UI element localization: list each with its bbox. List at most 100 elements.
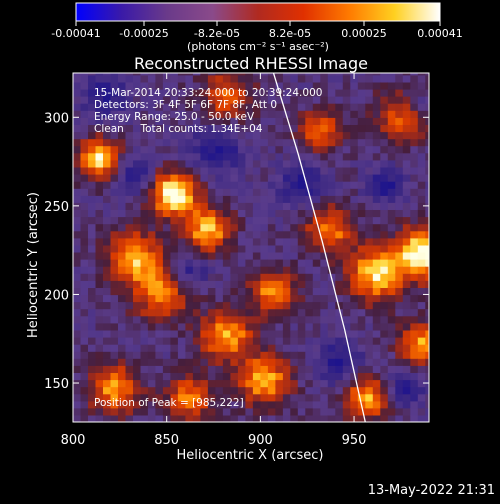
heatmap-cell xyxy=(395,145,404,154)
heatmap-cell xyxy=(110,230,119,239)
heatmap-cell xyxy=(410,131,419,140)
heatmap-cell xyxy=(73,351,82,359)
heatmap-cell xyxy=(125,145,134,154)
heatmap-cell xyxy=(88,88,97,97)
heatmap-cell xyxy=(147,414,156,422)
heatmap-cell xyxy=(73,287,82,296)
heatmap-cell xyxy=(73,393,82,402)
heatmap-cell xyxy=(147,365,156,373)
heatmap-cell xyxy=(357,237,366,246)
heatmap-cell xyxy=(357,230,366,239)
heatmap-cell xyxy=(192,159,201,168)
heatmap-cell xyxy=(252,344,261,352)
heatmap-cell xyxy=(290,202,299,210)
heatmap-cell xyxy=(290,166,299,175)
heatmap-cell xyxy=(80,273,89,281)
heatmap-cell xyxy=(417,174,426,182)
heatmap-cell xyxy=(147,393,156,402)
heatmap-cell xyxy=(275,344,284,352)
heatmap-cell xyxy=(230,110,239,118)
heatmap-cell xyxy=(372,329,381,338)
heatmap-cell xyxy=(417,308,426,317)
heatmap-cell xyxy=(410,400,419,409)
heatmap-cell xyxy=(312,344,321,352)
heatmap-cell xyxy=(200,145,209,154)
heatmap-cell xyxy=(342,181,351,189)
heatmap-cell xyxy=(237,273,246,281)
heatmap-cell xyxy=(252,322,261,331)
heatmap-cell xyxy=(402,386,411,395)
heatmap-cell xyxy=(335,209,344,218)
heatmap-cell xyxy=(170,273,179,281)
heatmap-cell xyxy=(110,131,119,140)
heatmap-cell xyxy=(267,209,276,218)
heatmap-cell xyxy=(320,372,329,381)
heatmap-cell xyxy=(185,365,194,373)
heatmap-cell xyxy=(290,124,299,133)
heatmap-cell xyxy=(327,344,336,352)
heatmap-cell xyxy=(380,88,389,97)
heatmap-cell xyxy=(380,337,389,345)
heatmap-cell xyxy=(312,414,321,422)
heatmap-cell xyxy=(290,216,299,225)
heatmap-cell xyxy=(200,287,209,296)
heatmap-cell xyxy=(125,301,134,310)
heatmap-cell xyxy=(357,379,366,388)
heatmap-cell xyxy=(282,110,291,118)
heatmap-cell xyxy=(297,209,306,218)
heatmap-cell xyxy=(73,273,82,281)
heatmap-cell xyxy=(155,393,164,402)
heatmap-cell xyxy=(170,322,179,331)
heatmap-cell xyxy=(417,329,426,338)
heatmap-cell xyxy=(73,259,82,267)
heatmap-cell xyxy=(282,407,291,416)
heatmap-cell xyxy=(155,188,164,196)
heatmap-cell xyxy=(350,251,359,260)
heatmap-cell xyxy=(275,174,284,182)
heatmap-cell xyxy=(282,195,291,203)
heatmap-cell xyxy=(327,73,336,76)
heatmap-cell xyxy=(252,230,261,239)
heatmap-cell xyxy=(395,96,404,104)
heatmap-cell xyxy=(380,223,389,232)
heatmap-cell xyxy=(125,372,134,381)
heatmap-cell xyxy=(342,322,351,331)
heatmap-cell xyxy=(350,287,359,296)
heatmap-cell xyxy=(170,315,179,324)
heatmap-cell xyxy=(88,301,97,310)
heatmap-cell xyxy=(140,244,149,253)
heatmap-cell xyxy=(237,145,246,154)
heatmap-cell xyxy=(192,223,201,232)
heatmap-cell xyxy=(155,74,164,83)
heatmap-cell xyxy=(125,351,134,359)
heatmap-cell xyxy=(312,379,321,388)
heatmap-cell xyxy=(110,358,119,366)
heatmap-cell xyxy=(230,294,239,303)
heatmap-cell xyxy=(245,266,254,274)
heatmap-cell xyxy=(207,358,216,366)
heatmap-cell xyxy=(133,216,142,225)
heatmap-cell xyxy=(395,138,404,147)
heatmap-cell xyxy=(237,351,246,359)
heatmap-cell xyxy=(425,244,429,253)
heatmap-cell xyxy=(297,159,306,168)
heatmap-cell xyxy=(380,74,389,83)
heatmap-cell xyxy=(380,174,389,182)
heatmap-cell xyxy=(140,216,149,225)
heatmap-cell xyxy=(155,124,164,133)
heatmap-cell xyxy=(282,379,291,388)
heatmap-cell xyxy=(327,223,336,232)
heatmap-cell xyxy=(320,266,329,274)
heatmap-cell xyxy=(290,110,299,118)
heatmap-cell xyxy=(402,195,411,203)
heatmap-cell xyxy=(230,145,239,154)
heatmap-cell xyxy=(103,337,112,345)
heatmap-cell xyxy=(327,358,336,366)
heatmap-cell xyxy=(230,308,239,317)
heatmap-cell xyxy=(88,159,97,168)
heatmap-cell xyxy=(402,280,411,288)
heatmap-cell xyxy=(103,152,112,161)
heatmap-cell xyxy=(140,372,149,381)
heatmap-cell xyxy=(260,216,269,225)
heatmap-cell xyxy=(207,386,216,395)
